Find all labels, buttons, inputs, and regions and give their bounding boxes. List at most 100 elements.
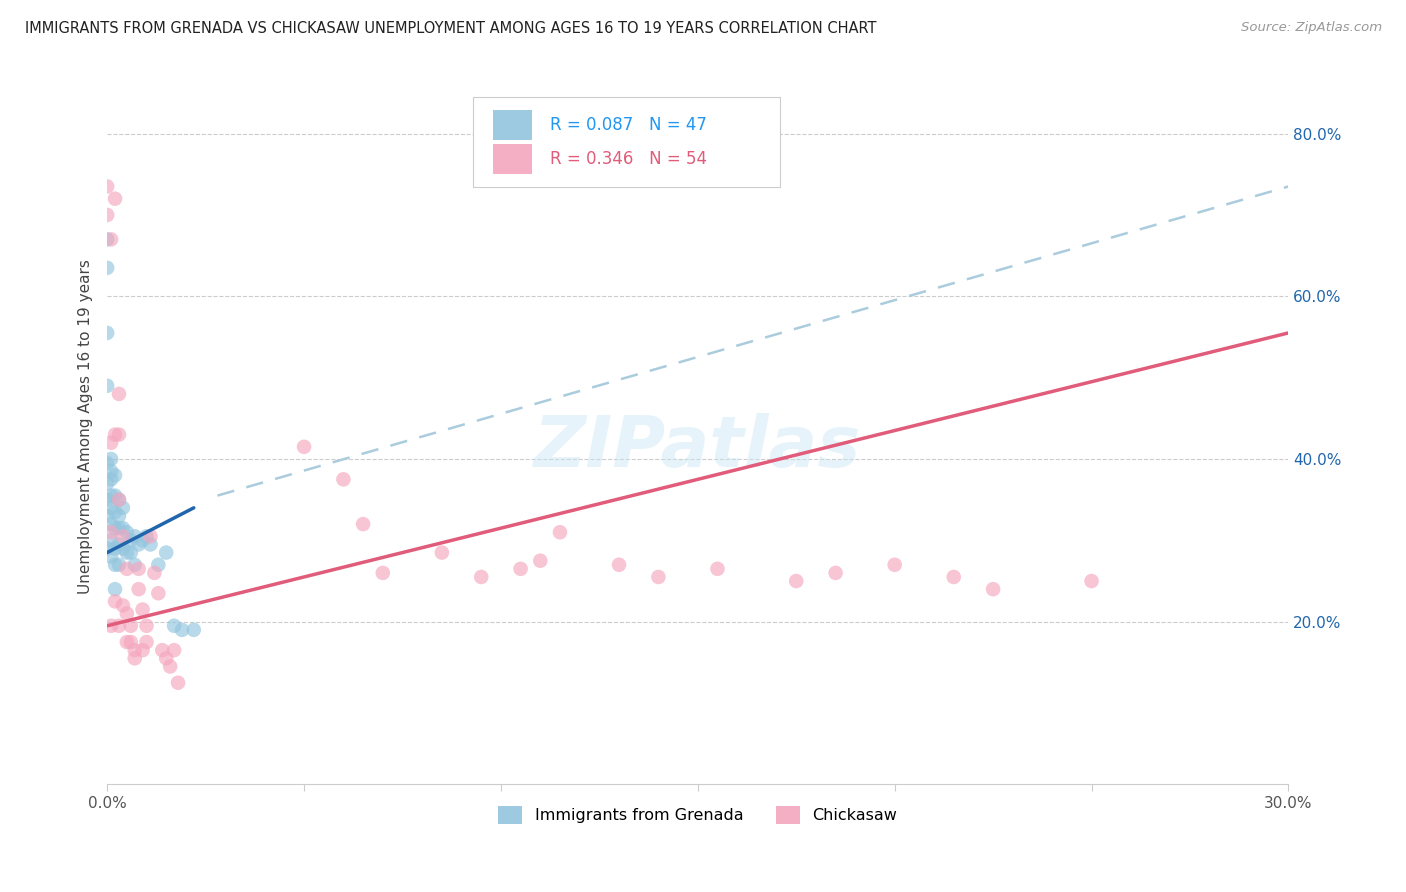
Point [100, 533, 122, 548]
Point [108, 521, 131, 535]
Point [647, 570, 669, 584]
Point [124, 558, 146, 572]
Point [167, 675, 190, 690]
Point [100, 549, 122, 564]
Point [115, 635, 138, 649]
Point [148, 586, 170, 600]
Point [96, 379, 118, 393]
Point [163, 619, 186, 633]
Point [139, 537, 162, 551]
Point [108, 492, 131, 507]
Point [111, 500, 134, 515]
Point [371, 566, 394, 580]
Point [135, 635, 157, 649]
Point [128, 582, 150, 597]
Point [785, 574, 807, 588]
Point [548, 525, 571, 540]
Point [115, 525, 138, 540]
Point [108, 508, 131, 523]
Point [104, 558, 127, 572]
Point [883, 558, 905, 572]
Point [143, 566, 166, 580]
Point [108, 558, 131, 572]
Text: IMMIGRANTS FROM GRENADA VS CHICKASAW UNEMPLOYMENT AMONG AGES 16 TO 19 YEARS CORR: IMMIGRANTS FROM GRENADA VS CHICKASAW UNE… [25, 21, 877, 36]
Point [96, 260, 118, 275]
FancyBboxPatch shape [474, 97, 780, 186]
Point [100, 525, 122, 540]
Point [104, 541, 127, 556]
Point [1080, 574, 1102, 588]
Point [155, 545, 177, 559]
Point [104, 582, 127, 597]
Point [124, 529, 146, 543]
Point [104, 521, 127, 535]
Point [100, 489, 122, 503]
Point [100, 472, 122, 486]
Point [148, 558, 170, 572]
Point [108, 619, 131, 633]
Text: Source: ZipAtlas.com: Source: ZipAtlas.com [1241, 21, 1382, 34]
Text: R = 0.346   N = 54: R = 0.346 N = 54 [550, 151, 707, 169]
Point [509, 562, 531, 576]
Point [981, 582, 1004, 597]
Point [128, 562, 150, 576]
Point [100, 464, 122, 478]
Point [824, 566, 846, 580]
Point [96, 508, 118, 523]
Y-axis label: Unemployment Among Ages 16 to 19 years: Unemployment Among Ages 16 to 19 years [79, 259, 93, 594]
Point [96, 492, 118, 507]
Point [292, 440, 315, 454]
Point [108, 427, 131, 442]
Point [100, 435, 122, 450]
Point [131, 602, 153, 616]
Point [942, 570, 965, 584]
Text: R = 0.087   N = 47: R = 0.087 N = 47 [550, 116, 707, 134]
Point [159, 659, 181, 673]
FancyBboxPatch shape [494, 110, 533, 140]
Point [100, 232, 122, 246]
Point [104, 468, 127, 483]
Point [430, 545, 453, 559]
Point [111, 529, 134, 543]
Point [108, 387, 131, 401]
Point [104, 489, 127, 503]
Point [96, 541, 118, 556]
Point [124, 651, 146, 665]
Point [120, 619, 142, 633]
Point [120, 533, 142, 548]
Point [111, 541, 134, 556]
Point [96, 476, 118, 491]
Point [100, 500, 122, 515]
Point [100, 619, 122, 633]
Point [332, 472, 354, 486]
Point [96, 326, 118, 340]
Point [155, 651, 177, 665]
Point [131, 533, 153, 548]
Point [135, 619, 157, 633]
Point [163, 643, 186, 657]
Point [96, 208, 118, 222]
Point [100, 452, 122, 467]
Point [150, 643, 173, 657]
Point [139, 529, 162, 543]
Point [128, 537, 150, 551]
Point [115, 562, 138, 576]
Point [111, 599, 134, 613]
Point [115, 545, 138, 559]
Point [104, 505, 127, 519]
Point [124, 643, 146, 657]
Point [529, 554, 551, 568]
Point [104, 427, 127, 442]
Point [607, 558, 630, 572]
FancyBboxPatch shape [494, 145, 533, 175]
Point [104, 594, 127, 608]
Point [706, 562, 728, 576]
Point [183, 623, 205, 637]
Point [96, 232, 118, 246]
Point [470, 570, 492, 584]
Point [170, 623, 193, 637]
Point [352, 517, 374, 532]
Point [111, 521, 134, 535]
Point [108, 492, 131, 507]
Point [108, 537, 131, 551]
